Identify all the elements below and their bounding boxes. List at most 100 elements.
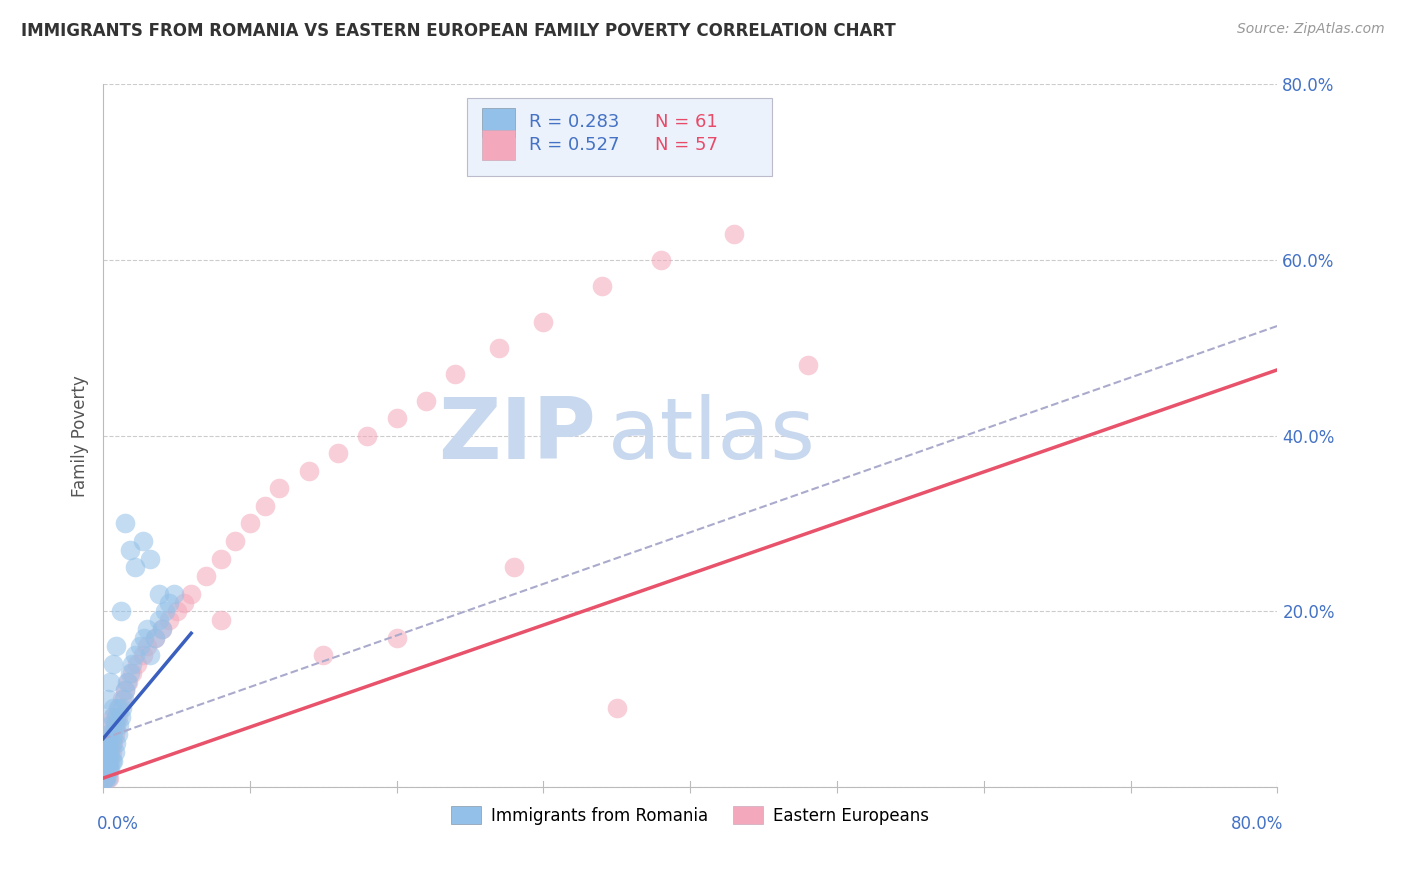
Point <box>326 446 349 460</box>
Point <box>385 631 408 645</box>
Point <box>100 754 122 768</box>
Point <box>253 499 276 513</box>
Point <box>98 727 121 741</box>
Point <box>143 631 166 645</box>
Point <box>224 534 246 549</box>
Point <box>356 428 378 442</box>
Point <box>96 763 118 777</box>
Point <box>121 657 143 671</box>
Point <box>107 727 129 741</box>
Point <box>157 613 180 627</box>
Point <box>136 622 159 636</box>
Point <box>132 648 155 663</box>
Point <box>103 657 125 671</box>
Point <box>157 595 180 609</box>
Point <box>533 314 555 328</box>
Point <box>94 736 117 750</box>
Point <box>110 604 132 618</box>
Point <box>114 683 136 698</box>
Point <box>143 631 166 645</box>
Point <box>93 771 115 785</box>
Point <box>209 613 232 627</box>
Point <box>107 709 129 723</box>
Point <box>591 279 613 293</box>
Point <box>180 587 202 601</box>
Point <box>111 701 134 715</box>
Point <box>94 745 117 759</box>
Point <box>94 754 117 768</box>
Point <box>269 481 291 495</box>
Point <box>136 640 159 654</box>
Text: N = 57: N = 57 <box>655 136 718 153</box>
Point <box>104 727 127 741</box>
Text: IMMIGRANTS FROM ROMANIA VS EASTERN EUROPEAN FAMILY POVERTY CORRELATION CHART: IMMIGRANTS FROM ROMANIA VS EASTERN EUROP… <box>21 22 896 40</box>
Point <box>101 745 124 759</box>
Point <box>101 736 124 750</box>
Point <box>103 736 125 750</box>
Point <box>98 745 121 759</box>
Point <box>103 709 125 723</box>
Point <box>94 754 117 768</box>
Point <box>124 560 146 574</box>
Point <box>93 763 115 777</box>
Point <box>96 692 118 706</box>
Point <box>134 631 156 645</box>
Point <box>124 648 146 663</box>
Point <box>385 411 408 425</box>
Point <box>114 683 136 698</box>
Point <box>209 551 232 566</box>
Point <box>105 709 128 723</box>
Point <box>173 595 195 609</box>
Point <box>312 648 335 663</box>
Point <box>108 718 131 732</box>
Point <box>488 341 510 355</box>
Point <box>93 754 115 768</box>
Point <box>166 604 188 618</box>
Point <box>150 622 173 636</box>
Point <box>125 657 148 671</box>
Point <box>128 640 150 654</box>
Point <box>121 665 143 680</box>
Point <box>103 727 125 741</box>
Point <box>132 534 155 549</box>
Legend: Immigrants from Romania, Eastern Europeans: Immigrants from Romania, Eastern Europea… <box>444 799 936 831</box>
Text: ZIP: ZIP <box>439 394 596 477</box>
Point <box>118 665 141 680</box>
Point <box>148 587 170 601</box>
Point <box>94 771 117 785</box>
Text: R = 0.283: R = 0.283 <box>530 113 620 131</box>
Point <box>503 560 526 574</box>
Point <box>96 736 118 750</box>
Point <box>93 771 115 785</box>
Point <box>796 359 818 373</box>
Point <box>101 709 124 723</box>
Text: atlas: atlas <box>607 394 815 477</box>
Point <box>298 464 321 478</box>
Point <box>96 745 118 759</box>
Point <box>108 701 131 715</box>
Point <box>98 771 121 785</box>
Point <box>115 674 138 689</box>
Point <box>103 701 125 715</box>
Text: 0.0%: 0.0% <box>97 815 139 833</box>
FancyBboxPatch shape <box>482 108 515 137</box>
Point <box>139 551 162 566</box>
Point <box>444 368 467 382</box>
Point <box>153 604 176 618</box>
Text: R = 0.527: R = 0.527 <box>530 136 620 153</box>
Point <box>110 709 132 723</box>
Point <box>104 745 127 759</box>
Point <box>96 754 118 768</box>
Point <box>148 613 170 627</box>
Point <box>104 718 127 732</box>
Point <box>112 692 135 706</box>
Point <box>96 771 118 785</box>
Point <box>94 745 117 759</box>
Point <box>100 736 122 750</box>
Point <box>94 771 117 785</box>
Point <box>117 674 139 689</box>
Point <box>96 736 118 750</box>
Point <box>650 253 672 268</box>
Text: N = 61: N = 61 <box>655 113 718 131</box>
Point <box>105 736 128 750</box>
